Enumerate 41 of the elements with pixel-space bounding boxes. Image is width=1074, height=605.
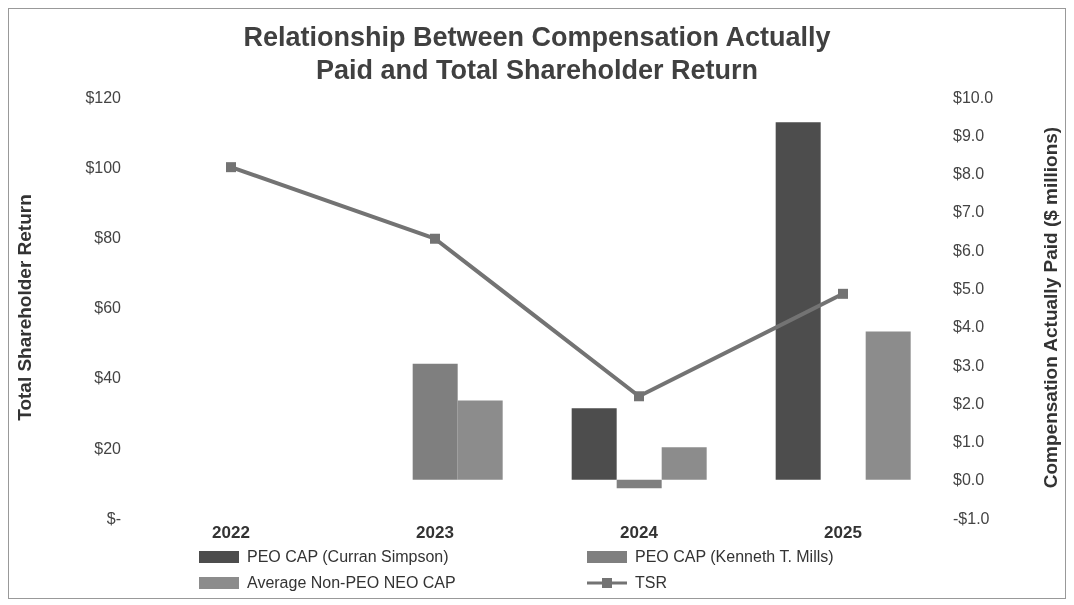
bar (457, 400, 503, 480)
y-tick-label: $100 (85, 158, 122, 176)
bar (571, 408, 617, 480)
bar (661, 447, 707, 480)
y2-tick-label: $6.0 (953, 241, 985, 259)
x-tick-label: 2024 (620, 523, 659, 543)
y2-tick-label: $9.0 (953, 126, 985, 144)
y2-tick-label: $5.0 (953, 280, 985, 298)
y-axis-title: Total Shareholder Return (13, 194, 35, 421)
y-tick-label: $60 (94, 299, 122, 317)
y2-tick-label: $1.0 (953, 433, 985, 451)
y-tick-label: $80 (94, 229, 122, 247)
bar (616, 479, 662, 489)
y2-tick-label: -$1.0 (953, 509, 990, 527)
point (838, 288, 848, 299)
x-tick-label: 2023 (416, 523, 454, 543)
point (634, 391, 644, 402)
legend-label: TSR (635, 574, 667, 592)
bar (865, 331, 911, 480)
x-tick-label: 2022 (212, 523, 250, 543)
chart-title: Relationship Between Compensation Actually Paid and Total Shareholder Return (242, 21, 832, 87)
x-tick-label: 2025 (824, 523, 862, 543)
point (226, 162, 236, 173)
y2-tick-label: $3.0 (953, 356, 985, 374)
y2-tick-label: $2.0 (953, 394, 985, 412)
bar (412, 363, 458, 480)
y-tick-label: $40 (94, 369, 122, 387)
y-tick-label: $20 (94, 439, 122, 457)
y2-tick-label: $8.0 (953, 165, 985, 183)
y2-tick-label: $10.0 (953, 88, 994, 106)
bar (775, 122, 821, 480)
legend-label: PEO CAP (Kenneth T. Mills) (635, 548, 834, 566)
point (430, 233, 440, 244)
legend-label: PEO CAP (Curran Simpson) (247, 548, 449, 566)
y2-tick-label: $4.0 (953, 318, 985, 336)
y2-tick-label: $0.0 (953, 471, 985, 489)
y2-tick-label: $7.0 (953, 203, 985, 221)
legend-label: Average Non-PEO NEO CAP (247, 574, 456, 592)
y-tick-label: $120 (85, 88, 122, 106)
y2-axis-title: Compensation Actually Paid ($ millions) (1039, 126, 1061, 489)
y-tick-label: $- (106, 509, 121, 527)
